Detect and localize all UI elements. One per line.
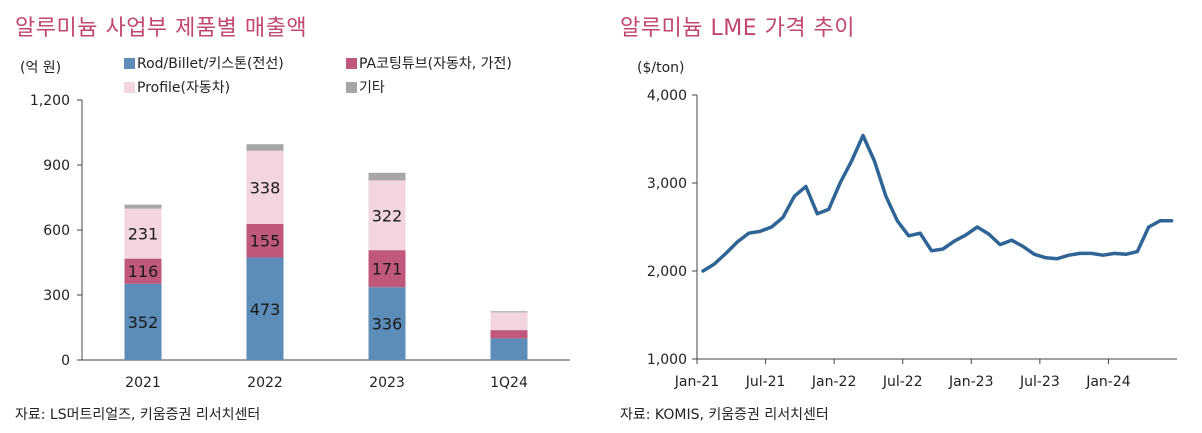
bar-segment [490, 330, 528, 339]
left-source-note: 자료: LS머트리얼즈, 키움증권 리서치센터 [15, 407, 261, 423]
left-chart-title: 알루미늄 사업부 제품별 매출액 [15, 16, 308, 41]
y-tick-label: 0 [61, 353, 70, 369]
bar-segment [490, 338, 528, 360]
y-tick-label: 900 [43, 158, 70, 174]
x-tick-label: 1Q24 [490, 375, 528, 391]
legend-label: Rod/Billet/키스톤(전선) [137, 56, 284, 72]
x-tick-label: Jan-21 [674, 374, 719, 390]
bar-segment [246, 223, 284, 258]
bar-segment [490, 312, 528, 331]
bar-segment [368, 250, 406, 288]
bar-segment [246, 150, 284, 224]
legend-swatch [124, 82, 135, 93]
x-tick-label: 2021 [125, 375, 161, 391]
legend-swatch [346, 58, 357, 69]
y-tick-label: 300 [43, 288, 70, 304]
bar-data-label: 338 [250, 178, 281, 197]
y-tick-label: 2,000 [647, 264, 687, 280]
right-source-note: 자료: KOMIS, 키움증권 리서치센터 [620, 407, 829, 423]
legend-swatch [346, 82, 357, 93]
bar-data-label: 336 [372, 315, 403, 334]
y-tick-label: 4,000 [647, 88, 687, 104]
bar-data-label: 116 [128, 262, 159, 281]
x-tick-label: Jan-22 [811, 374, 856, 390]
legend-swatch [124, 58, 135, 69]
x-tick-label: 2022 [247, 375, 283, 391]
bar-data-label: 231 [128, 225, 159, 244]
bar-data-label: 322 [372, 206, 403, 225]
y-axis-unit-label: ($/ton) [637, 60, 684, 76]
x-tick-label: Jul-23 [1019, 374, 1060, 390]
legend-label: Profile(자동차) [137, 80, 230, 96]
legend-label: 기타 [359, 80, 385, 96]
x-tick-label: Jul-21 [745, 374, 786, 390]
bar-segment [368, 287, 406, 360]
bar-data-label: 155 [250, 232, 281, 251]
y-axis-unit-label: (억 원) [20, 60, 61, 76]
x-tick-label: 2023 [369, 375, 405, 391]
bar-segment [124, 258, 162, 284]
bar-data-label: 171 [372, 260, 403, 279]
bar-segment [368, 180, 406, 251]
y-tick-label: 1,000 [647, 352, 687, 368]
y-tick-label: 1,200 [30, 93, 70, 109]
y-tick-label: 3,000 [647, 176, 687, 192]
bar-segment [246, 257, 284, 360]
bar-segment [124, 283, 162, 360]
stacked-bar-chart: (억 원) 0 300 600 900 1,200 352 116 231 2021 473 155 3… [20, 56, 570, 391]
bar-segment [124, 204, 162, 209]
y-tick-label: 600 [43, 223, 70, 239]
bar-segment [368, 172, 406, 181]
bar-segment [246, 144, 284, 151]
bar-segment [490, 311, 528, 313]
right-chart-title: 알루미늄 LME 가격 추이 [620, 16, 856, 41]
x-tick-label: Jan-24 [1085, 374, 1131, 390]
line-chart: ($/ton) 1,000 2,000 3,000 4,000 Jan-21 Jul-21 J… [637, 60, 1177, 390]
bar-segment [124, 208, 162, 259]
legend-label: PA코팅튜브(자동차, 가전) [359, 56, 512, 72]
x-tick-label: Jan-23 [948, 374, 993, 390]
price-series-line [701, 133, 1174, 273]
x-tick-label: Jul-22 [882, 374, 923, 390]
bar-data-label: 473 [250, 300, 281, 319]
bar-data-label: 352 [128, 313, 159, 332]
